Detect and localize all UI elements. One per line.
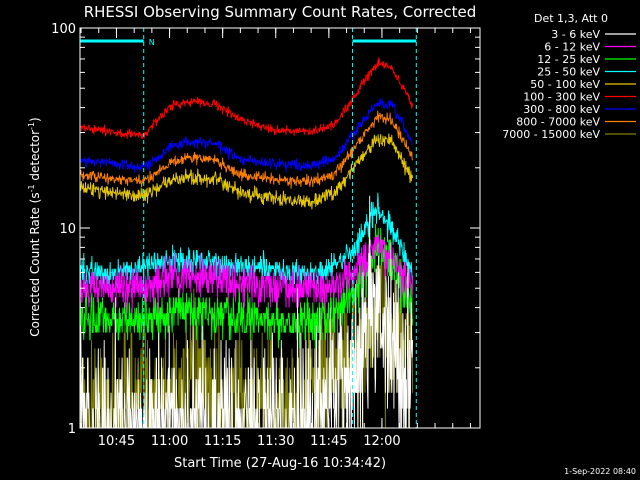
- legend-label-0: 3 - 6 keV: [551, 28, 600, 41]
- y-axis-label: Corrected Count Rate (s-1 detector-1): [27, 117, 42, 336]
- x-tick-label-0: 10:45: [98, 434, 135, 449]
- flag-label: N: [149, 38, 155, 47]
- y-tick-label-1: 10: [59, 222, 76, 237]
- legend-label-2: 12 - 25 keV: [537, 53, 600, 66]
- plot-area: N 1 10 100 10:45 11:00 11:15 11:30 11:45 12:00: [51, 22, 481, 449]
- series-line-3: [80, 192, 414, 293]
- series-line-5: [80, 57, 414, 139]
- y-tick-label-2: 100: [51, 22, 76, 37]
- legend-label-7: 800 - 7000 keV: [516, 116, 600, 129]
- series-line-1: [80, 234, 414, 314]
- series-line-4: [80, 133, 414, 210]
- x-tick-label-3: 11:30: [257, 434, 294, 449]
- legend-label-5: 100 - 300 keV: [523, 91, 600, 104]
- x-tick-label-4: 11:45: [310, 434, 347, 449]
- series-line-6: [80, 98, 413, 173]
- x-axis-label: Start Time (27-Aug-16 10:34:42): [174, 456, 386, 471]
- x-tick-label-1: 11:00: [151, 434, 188, 449]
- series-line-0: [80, 195, 414, 428]
- x-tick-label-5: 12:00: [363, 434, 400, 449]
- timestamp: 1-Sep-2022 08:40: [564, 467, 636, 476]
- y-tick-label-0: 1: [68, 422, 76, 437]
- series-line-7: [80, 110, 414, 189]
- legend-label-8: 7000 - 15000 keV: [502, 128, 600, 141]
- legend-label-6: 300 - 800 keV: [523, 103, 600, 116]
- legend-header: Det 1,3, Att 0: [534, 12, 608, 25]
- chart-title: RHESSI Observing Summary Count Rates, Co…: [84, 3, 477, 21]
- legend-label-1: 6 - 12 keV: [544, 41, 600, 54]
- x-tick-label-2: 11:15: [204, 434, 241, 449]
- legend-label-4: 50 - 100 keV: [530, 78, 600, 91]
- data-layer: [80, 57, 414, 428]
- legend-label-3: 25 - 50 keV: [537, 66, 600, 79]
